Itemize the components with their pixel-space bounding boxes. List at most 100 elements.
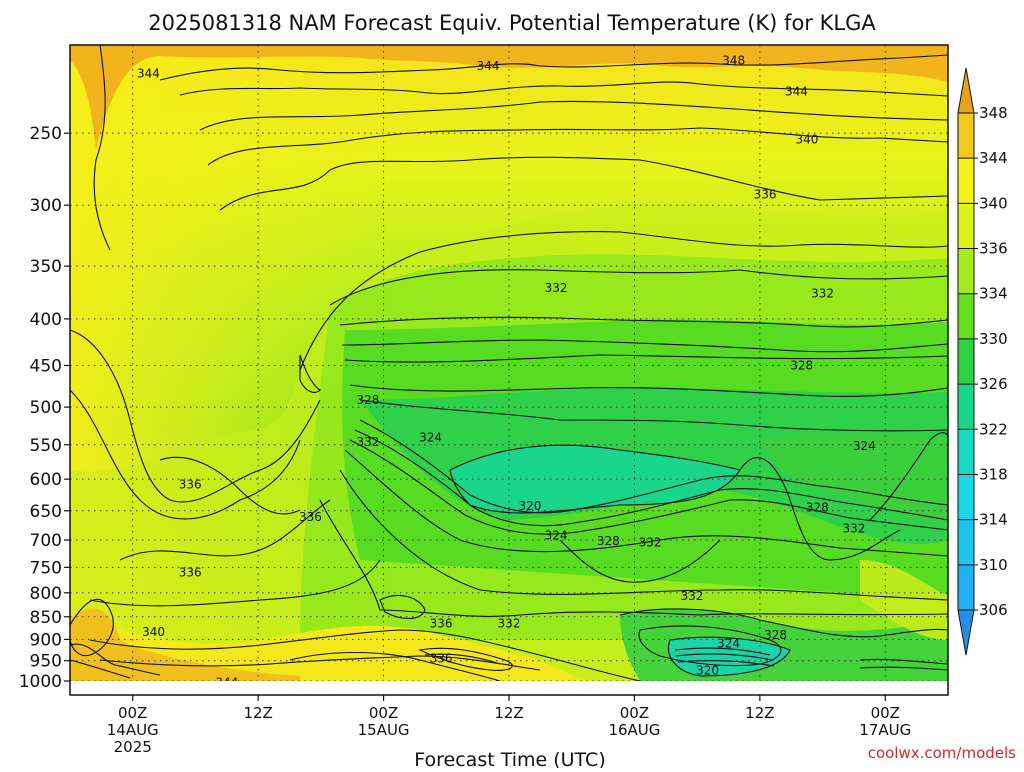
contour-line — [559, 539, 721, 583]
contour-line — [359, 419, 948, 514]
contour-line — [89, 629, 641, 681]
colorbar-segment — [958, 113, 974, 159]
y-tick-label: 700 — [30, 531, 62, 551]
x-tick-label: 2025 — [114, 738, 152, 756]
colorbar-tick-label: 306 — [979, 601, 1008, 619]
contour-line — [739, 457, 901, 561]
colorbar-tick-label: 336 — [979, 240, 1008, 258]
contour-label: 332 — [356, 435, 379, 449]
contour-label: 336 — [430, 652, 453, 666]
contour-line — [70, 389, 301, 520]
contour-line — [359, 399, 948, 432]
contour-label: 336 — [754, 188, 777, 202]
contour-label: 320 — [518, 499, 541, 513]
y-tick-label: 450 — [30, 356, 62, 376]
contour-label: 336 — [179, 477, 202, 491]
credit-text: coolwx.com/models — [868, 744, 1016, 762]
colorbar-tick-label: 340 — [979, 194, 1008, 212]
contour-label: 328 — [790, 358, 813, 372]
colorbar: 348 344 340 336 334 330 326 322 318 314 310 306 — [957, 67, 1008, 656]
contour-label: 324 — [419, 431, 442, 445]
contour-line — [70, 598, 114, 657]
contour-label: 328 — [764, 628, 787, 642]
x-tick-label: 00Z — [871, 704, 900, 722]
y-tick-label: 750 — [30, 558, 62, 578]
y-tick-label: 400 — [30, 310, 62, 330]
colorbar-segment — [958, 429, 974, 475]
contour-line — [219, 156, 948, 211]
y-tick-label: 500 — [30, 398, 62, 418]
plot-area: 344 344 348 344 340 336 332 332 328 328 332 324 324 3… — [70, 45, 948, 695]
x-tick-label: 17AUG — [859, 721, 911, 739]
contour-line — [418, 647, 513, 671]
contour-label: 320 — [696, 664, 719, 678]
x-tick-label: 14AUG — [107, 721, 159, 739]
colorbar-tick-label: 322 — [979, 420, 1008, 438]
contour-line — [207, 127, 948, 166]
colorbar-top-arrow — [957, 67, 975, 114]
contour-label: 340 — [142, 625, 165, 639]
x-tick-label: 15AUG — [358, 721, 410, 739]
contour-label: 348 — [722, 53, 745, 67]
contour-label: 324 — [853, 439, 876, 453]
x-tick-label: 12Z — [243, 704, 272, 722]
contour-line — [869, 432, 948, 521]
contour-line — [344, 354, 948, 363]
contour-labels: 344 344 348 344 340 336 332 332 328 328 332 324 324 3… — [137, 53, 876, 681]
colorbar-tick-label: 344 — [979, 149, 1008, 167]
contour-line — [349, 439, 948, 535]
y-tick-label: 350 — [30, 257, 62, 277]
y-tick-label: 300 — [30, 196, 62, 216]
contour-line — [339, 316, 948, 328]
contour-line — [289, 651, 501, 681]
field-region-right-warm — [860, 560, 948, 640]
x-tick-label: 16AUG — [608, 721, 660, 739]
contour-line — [329, 269, 948, 306]
contour-label: 328 — [356, 393, 379, 407]
contour-line — [349, 384, 948, 397]
contour-label: 332 — [545, 281, 568, 295]
colorbar-segment — [958, 564, 974, 610]
y-tick-label: 800 — [30, 584, 62, 604]
y-tick-label: 950 — [30, 652, 62, 672]
ground-strip — [70, 681, 948, 695]
contour-line — [379, 595, 426, 620]
contour-line — [119, 499, 331, 561]
y-tick-label: 550 — [30, 436, 62, 456]
contour-line — [619, 608, 948, 638]
y-tick-label: 900 — [30, 630, 62, 650]
contour-line — [354, 429, 948, 527]
contour-label: 332 — [842, 522, 865, 536]
contour-line — [675, 653, 773, 661]
contour-line — [93, 45, 111, 251]
colorbar-segment — [958, 519, 974, 565]
colorbar-segment — [958, 248, 974, 294]
contour-line — [70, 659, 131, 679]
contour-lines — [70, 45, 948, 681]
contour-line — [70, 643, 161, 676]
x-tick-label: 00Z — [118, 704, 147, 722]
contour-line — [70, 329, 321, 503]
contour-label: 340 — [795, 132, 818, 146]
contour-line — [674, 647, 771, 656]
x-tick-label: 00Z — [369, 704, 398, 722]
contour-label: 336 — [299, 510, 322, 524]
y-tick-label: 650 — [30, 502, 62, 522]
x-axis-label: Forecast Time (UTC) — [414, 749, 605, 768]
x-tick-label: 12Z — [745, 704, 774, 722]
contour-line — [677, 660, 775, 667]
contour-line — [668, 636, 791, 677]
field-region-bottom-left-warm — [70, 610, 600, 681]
contour-label: 332 — [639, 535, 662, 549]
y-tick-label: 1000 — [19, 672, 62, 692]
contour-label: 328 — [597, 534, 620, 548]
y-axis: 2503003504004505005506006507007508008509… — [19, 124, 70, 692]
grid — [70, 45, 948, 681]
colorbar-segment — [958, 338, 974, 385]
colorbar-segment — [958, 203, 974, 249]
colorbar-segment — [958, 474, 974, 520]
contour-line — [159, 456, 301, 515]
